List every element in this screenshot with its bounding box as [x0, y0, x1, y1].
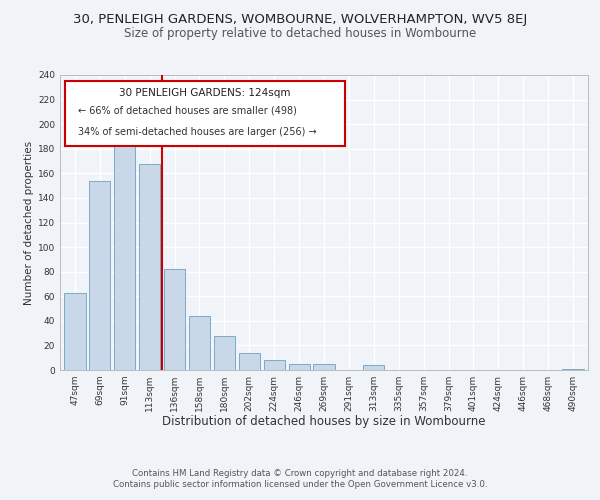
Bar: [64, 292, 86, 370]
Bar: [263, 360, 285, 370]
Text: Size of property relative to detached houses in Wombourne: Size of property relative to detached ho…: [124, 28, 476, 40]
Bar: [114, 134, 136, 370]
FancyBboxPatch shape: [65, 81, 345, 146]
Text: Contains HM Land Registry data © Crown copyright and database right 2024.: Contains HM Land Registry data © Crown c…: [132, 468, 468, 477]
Bar: [189, 316, 210, 370]
Text: 30 PENLEIGH GARDENS: 124sqm: 30 PENLEIGH GARDENS: 124sqm: [119, 88, 291, 99]
X-axis label: Distribution of detached houses by size in Wombourne: Distribution of detached houses by size …: [162, 416, 486, 428]
Bar: [139, 164, 160, 370]
Y-axis label: Number of detached properties: Number of detached properties: [24, 140, 34, 304]
Text: ← 66% of detached houses are smaller (498): ← 66% of detached houses are smaller (49…: [79, 106, 298, 116]
Text: 34% of semi-detached houses are larger (256) →: 34% of semi-detached houses are larger (…: [79, 126, 317, 136]
Bar: [89, 180, 110, 370]
Bar: [363, 365, 385, 370]
Text: Contains public sector information licensed under the Open Government Licence v3: Contains public sector information licen…: [113, 480, 487, 489]
Bar: [313, 364, 335, 370]
Bar: [562, 369, 584, 370]
Bar: [239, 353, 260, 370]
Bar: [289, 364, 310, 370]
Bar: [164, 269, 185, 370]
Text: 30, PENLEIGH GARDENS, WOMBOURNE, WOLVERHAMPTON, WV5 8EJ: 30, PENLEIGH GARDENS, WOMBOURNE, WOLVERH…: [73, 12, 527, 26]
Bar: [214, 336, 235, 370]
